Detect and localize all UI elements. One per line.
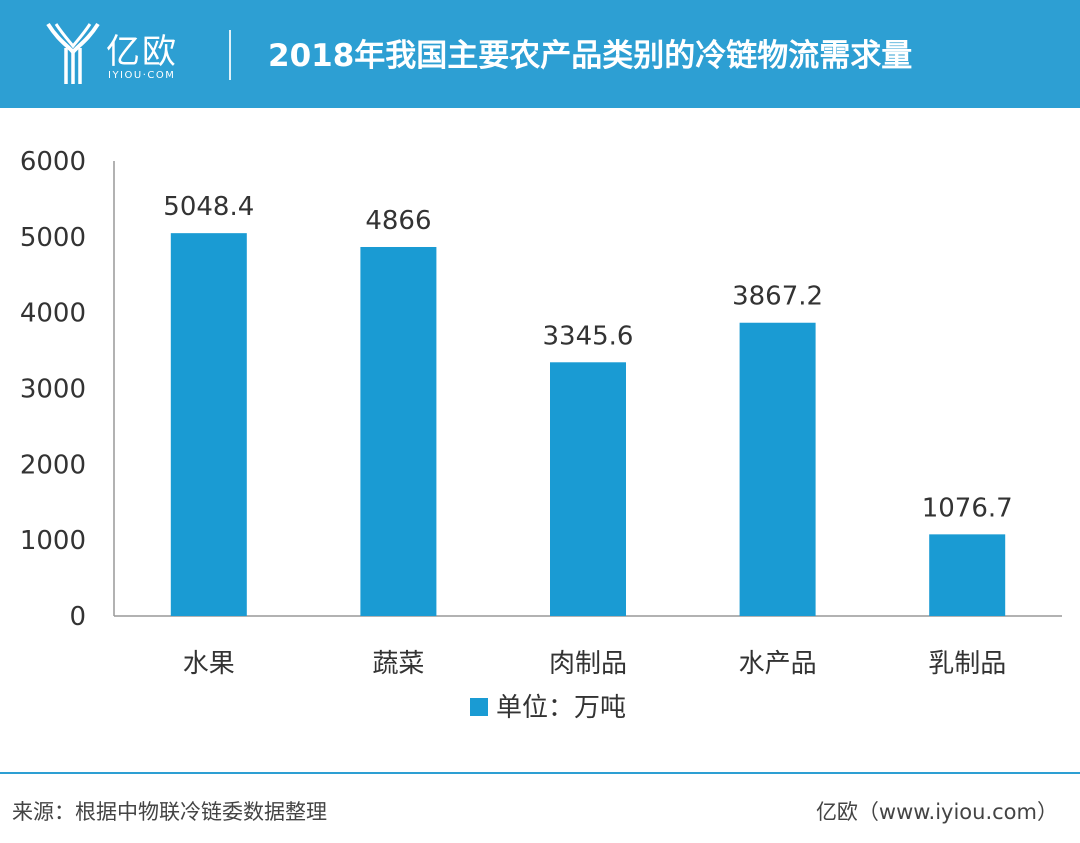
header-banner: 亿欧 IYIOU·COM 2018年我国主要农产品类别的冷链物流需求量 [0,0,1080,108]
x-tick-label: 蔬菜 [372,649,424,679]
data-label: 4866 [365,206,431,236]
footer-divider [0,772,1080,774]
bar [929,534,1006,616]
credit-note: 亿欧（www.iyiou.com） [815,800,1058,824]
data-label: 1076.7 [922,493,1013,523]
y-tick-label: 4000 [20,299,86,329]
logo-y-icon [46,22,100,84]
x-tick-label: 水产品 [739,649,817,679]
bar [360,246,437,616]
data-label: 3867.2 [732,282,823,312]
y-tick-label: 2000 [20,450,86,480]
logo-name: 亿欧 [106,32,178,72]
source-note: 来源：根据中物联冷链委数据整理 [12,800,327,824]
y-tick-label: 5000 [20,223,86,253]
logo: 亿欧 IYIOU·COM [44,18,194,90]
y-tick-label: 6000 [20,147,86,177]
legend-label: 单位：万吨 [496,693,626,723]
bar [170,233,247,616]
data-label: 5048.4 [163,192,254,222]
y-tick-label: 3000 [20,375,86,405]
header-divider [229,30,231,80]
x-tick-label: 乳制品 [928,649,1006,679]
x-tick-label: 肉制品 [549,649,627,679]
bar [739,322,816,616]
chart-area: 0 1000 2000 3000 4000 5000 6000 5048.4 水果 4866 蔬菜 3… [0,110,1080,750]
bar [550,362,626,616]
y-tick-label: 1000 [20,526,86,556]
y-tick-label: 0 [69,602,86,632]
data-label: 3345.6 [543,321,634,351]
logo-domain: IYIOU·COM [108,70,176,81]
page-title: 2018年我国主要农产品类别的冷链物流需求量 [268,38,913,74]
x-tick-label: 水果 [183,649,235,679]
bar-chart: 0 1000 2000 3000 4000 5000 6000 5048.4 水果 4866 蔬菜 3… [20,147,1062,723]
legend-swatch [470,698,488,716]
